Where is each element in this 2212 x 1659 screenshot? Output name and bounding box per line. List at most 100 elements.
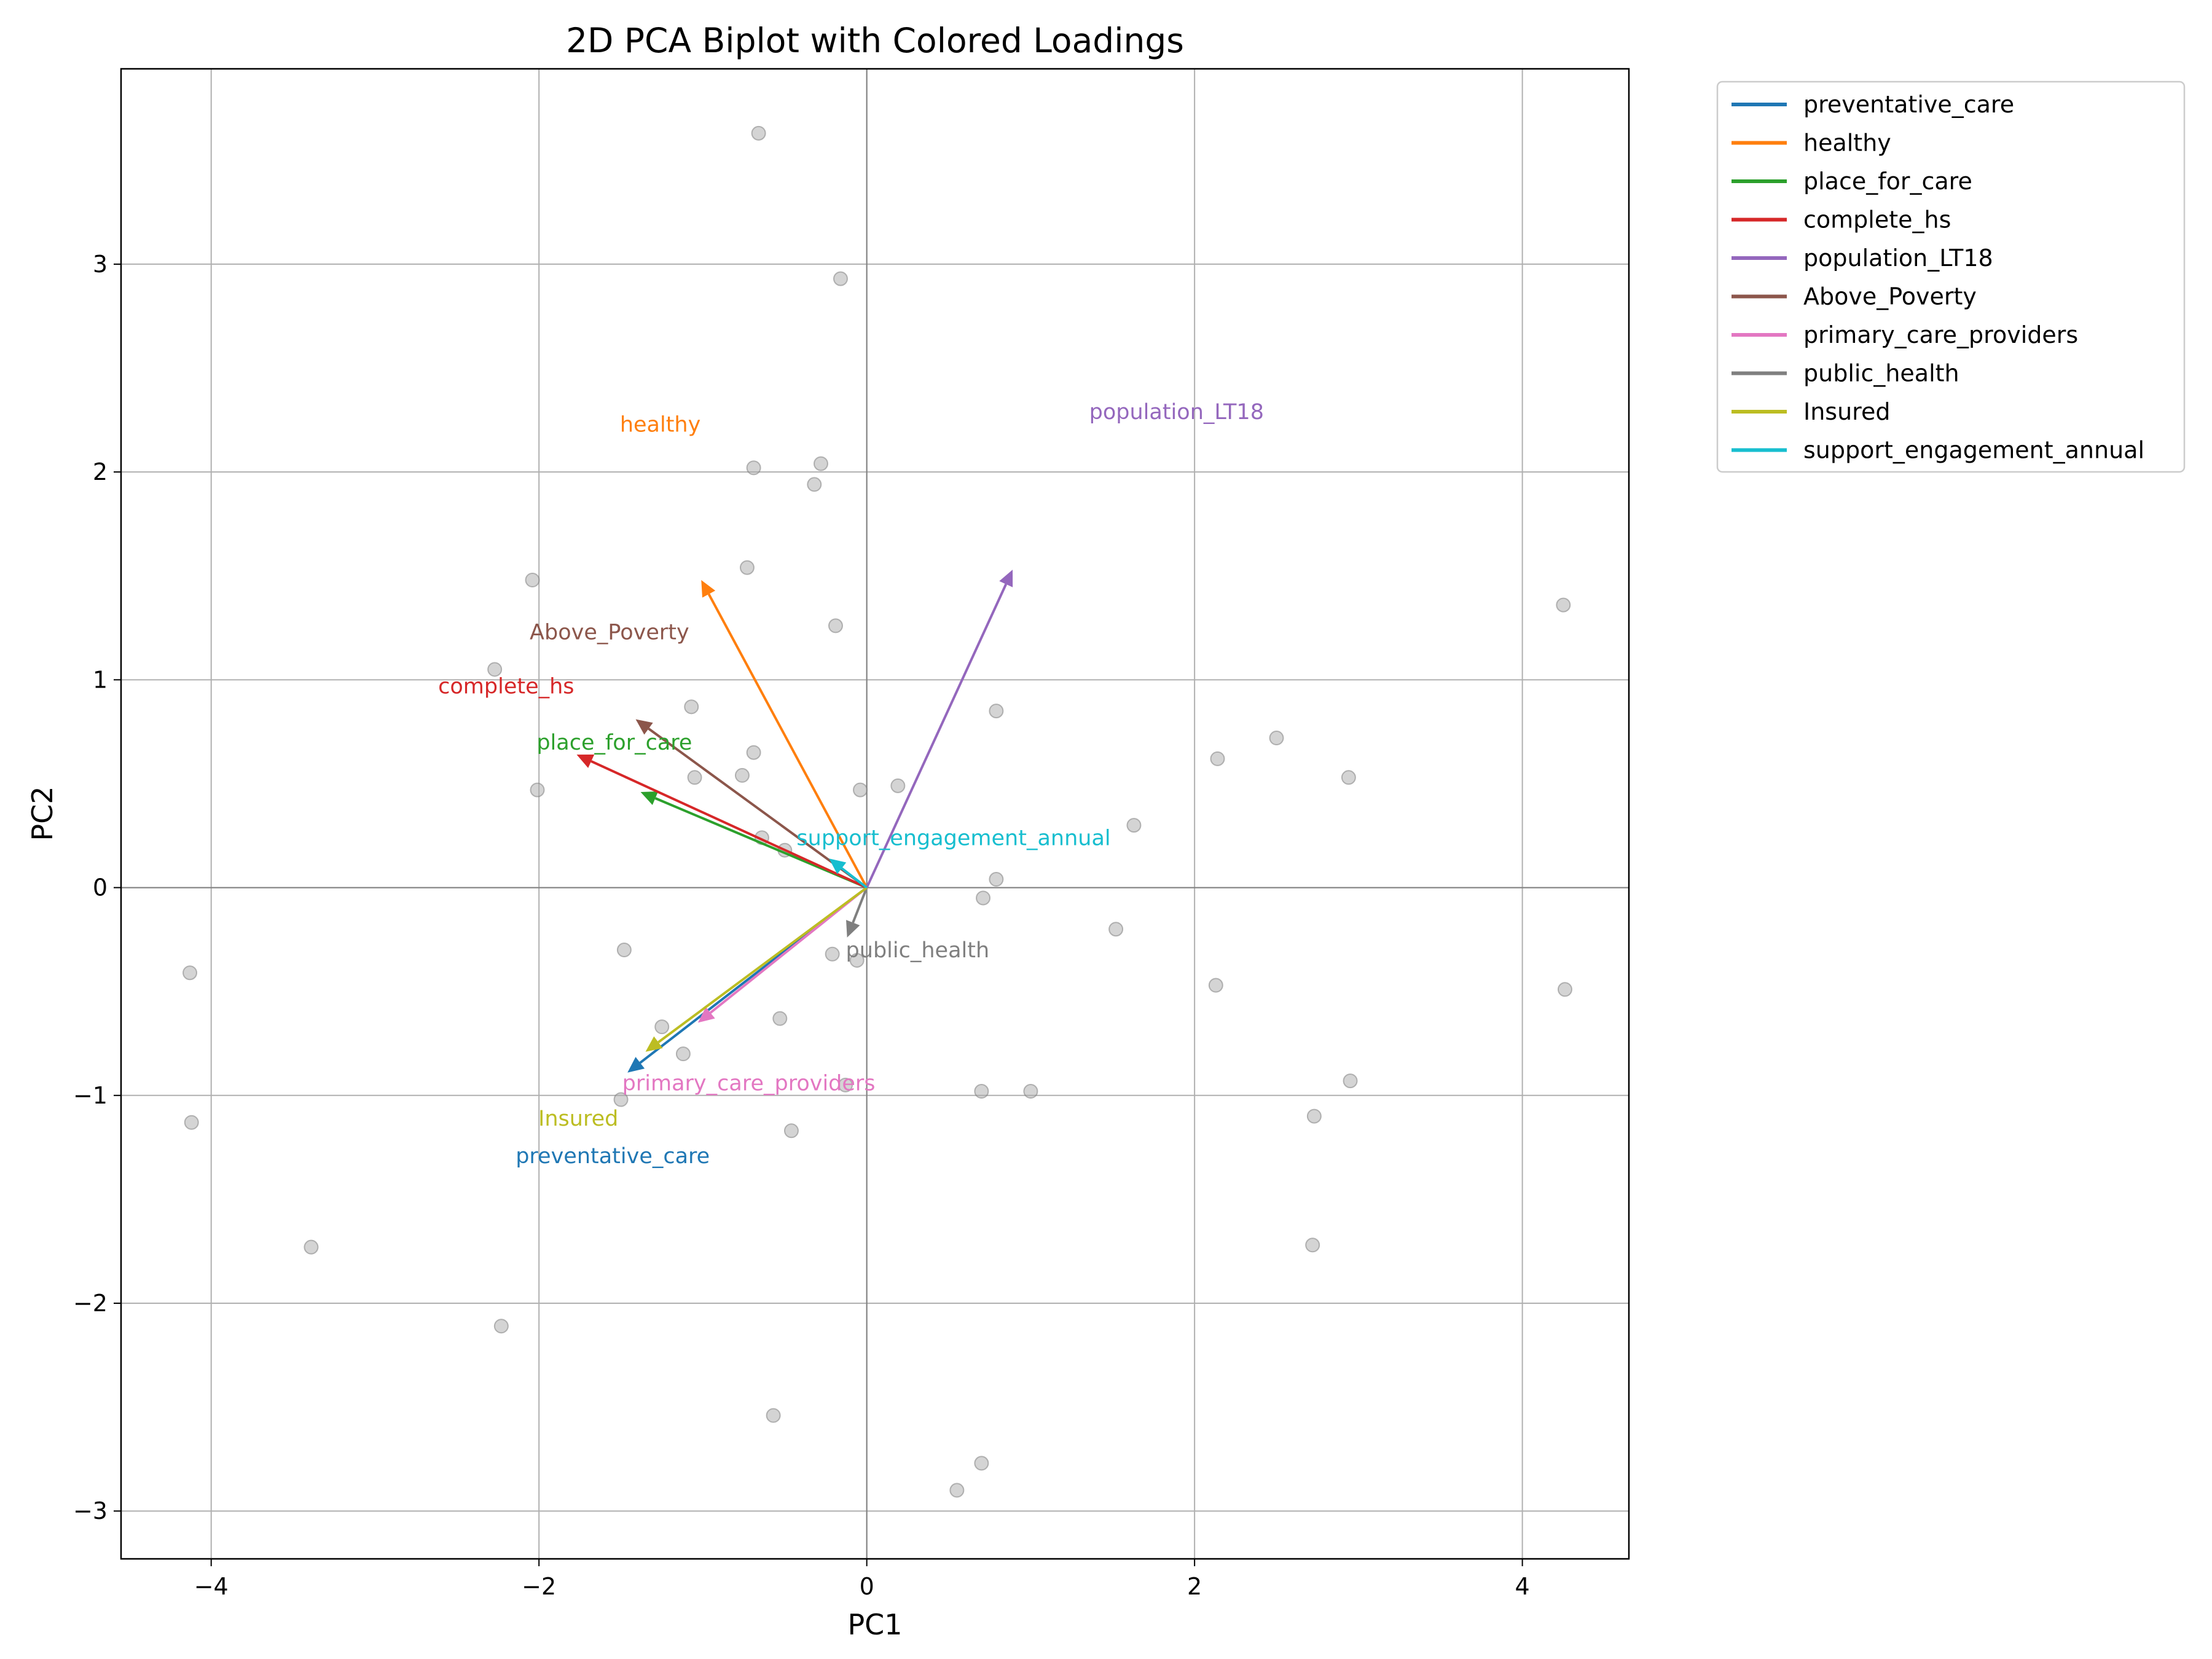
score-point	[184, 1115, 199, 1130]
score-point	[746, 460, 761, 476]
score-point	[493, 1319, 509, 1334]
score-point	[613, 1092, 629, 1107]
score-point	[828, 618, 843, 633]
loading-label-support_engagement_annual: support_engagement_annual	[796, 826, 1110, 850]
score-point	[849, 952, 865, 968]
x-tick-label: 0	[860, 1573, 874, 1600]
y-tick-label: −3	[73, 1497, 108, 1524]
score-point	[182, 965, 198, 981]
loading-arrow-support_engagement_annual	[841, 867, 868, 889]
score-point	[852, 782, 868, 798]
chart-title: 2D PCA Biplot with Colored Loadings	[566, 21, 1184, 60]
legend-entry-place_for_care: place_for_care	[1803, 168, 1972, 195]
x-axis-label: PC1	[847, 1608, 902, 1641]
score-point	[825, 946, 840, 962]
loading-arrowhead-support_engagement_annual	[829, 858, 847, 874]
loading-label-preventative_care: preventative_care	[516, 1144, 710, 1169]
legend-box	[1716, 80, 2186, 473]
score-point	[751, 125, 766, 141]
loading-arrow-Above_Poverty	[648, 728, 868, 889]
loading-arrow-healthy	[707, 593, 868, 888]
loading-label-population_LT18: population_LT18	[1089, 400, 1264, 425]
x-tick-label: −2	[522, 1573, 556, 1600]
score-point	[734, 767, 750, 783]
zero-lines	[121, 69, 1629, 1559]
legend-entry-support_engagement_annual: support_engagement_annual	[1803, 437, 2144, 464]
legend-entry-complete_hs: complete_hs	[1803, 206, 1951, 233]
legend-entry-healthy: healthy	[1803, 130, 1891, 157]
loading-arrowhead-healthy	[701, 580, 716, 598]
loading-arrowhead-population_LT18	[999, 570, 1013, 587]
loading-label-primary_care_providers: primary_care_providers	[622, 1071, 876, 1096]
score-point	[1305, 1237, 1320, 1253]
score-point	[976, 890, 991, 906]
score-point	[766, 1408, 781, 1423]
score-point	[1556, 597, 1571, 613]
score-point	[746, 745, 761, 760]
score-point	[687, 770, 702, 785]
score-point	[807, 477, 822, 492]
score-point	[833, 271, 848, 286]
score-point	[684, 699, 699, 715]
score-point	[1023, 1084, 1038, 1099]
x-tick-label: 4	[1515, 1573, 1530, 1600]
score-point	[1210, 751, 1225, 766]
score-point	[739, 560, 755, 575]
score-point	[974, 1084, 989, 1099]
legend-entry-Above_Poverty: Above_Poverty	[1803, 283, 1977, 310]
legend-entry-primary_care_providers: primary_care_providers	[1803, 321, 2078, 348]
score-point	[813, 456, 828, 471]
legend-entry-preventative_care: preventative_care	[1803, 91, 2014, 118]
loading-label-public_health: public_health	[846, 938, 990, 963]
score-point	[974, 1456, 989, 1471]
score-point	[890, 778, 906, 793]
score-point	[1269, 731, 1284, 746]
score-point	[654, 1019, 670, 1035]
score-point	[1341, 770, 1356, 785]
score-point	[772, 1011, 788, 1026]
score-point	[783, 1123, 799, 1139]
legend-entry-Insured: Insured	[1803, 398, 1890, 425]
score-point	[989, 872, 1004, 887]
score-point	[1306, 1108, 1322, 1124]
loading-arrowhead-complete_hs	[576, 755, 595, 768]
score-point	[675, 1046, 691, 1062]
loading-arrowhead-Insured	[645, 1036, 663, 1052]
score-point	[304, 1239, 319, 1255]
y-tick-label: −2	[73, 1290, 108, 1317]
loading-arrowhead-Above_Poverty	[635, 719, 653, 735]
y-tick-label: 1	[93, 666, 108, 693]
score-point	[1126, 818, 1142, 833]
axis-ticks: −4 −2 0 2 4 −3 −2 −1 0 1 2 3	[73, 251, 1530, 1600]
loading-label-place_for_care: place_for_care	[536, 731, 692, 755]
loading-arrowhead-place_for_care	[640, 791, 659, 806]
loading-arrowhead-primary_care_providers	[697, 1006, 715, 1023]
y-axis-label: PC2	[26, 786, 59, 841]
y-tick-label: −1	[73, 1082, 108, 1109]
score-point	[530, 782, 545, 798]
y-tick-label: 2	[93, 458, 108, 485]
loading-arrow-Insured	[657, 886, 868, 1043]
score-point	[1343, 1073, 1358, 1089]
loading-arrowhead-preventative_care	[627, 1057, 645, 1073]
loading-label-complete_hs: complete_hs	[438, 674, 574, 699]
score-point	[487, 662, 503, 677]
loading-arrows	[576, 570, 1013, 1073]
legend-entry-public_health: public_health	[1803, 360, 1959, 387]
loading-arrow-public_health	[852, 887, 868, 924]
score-point	[949, 1483, 965, 1498]
score-point	[525, 573, 540, 588]
score-point	[1208, 978, 1223, 993]
loading-arrow-population_LT18	[865, 583, 1008, 888]
x-tick-label: 2	[1187, 1573, 1202, 1600]
loading-labels: preventative_care healthy place_for_care co…	[438, 400, 1264, 1169]
loading-arrowhead-public_health	[846, 920, 860, 938]
score-point	[616, 943, 632, 958]
loading-label-Above_Poverty: Above_Poverty	[530, 621, 689, 645]
y-tick-label: 0	[93, 874, 108, 901]
plot-frame	[120, 68, 1630, 1560]
loading-arrow-complete_hs	[590, 760, 868, 889]
legend-entry-population_LT18: population_LT18	[1803, 245, 1993, 272]
